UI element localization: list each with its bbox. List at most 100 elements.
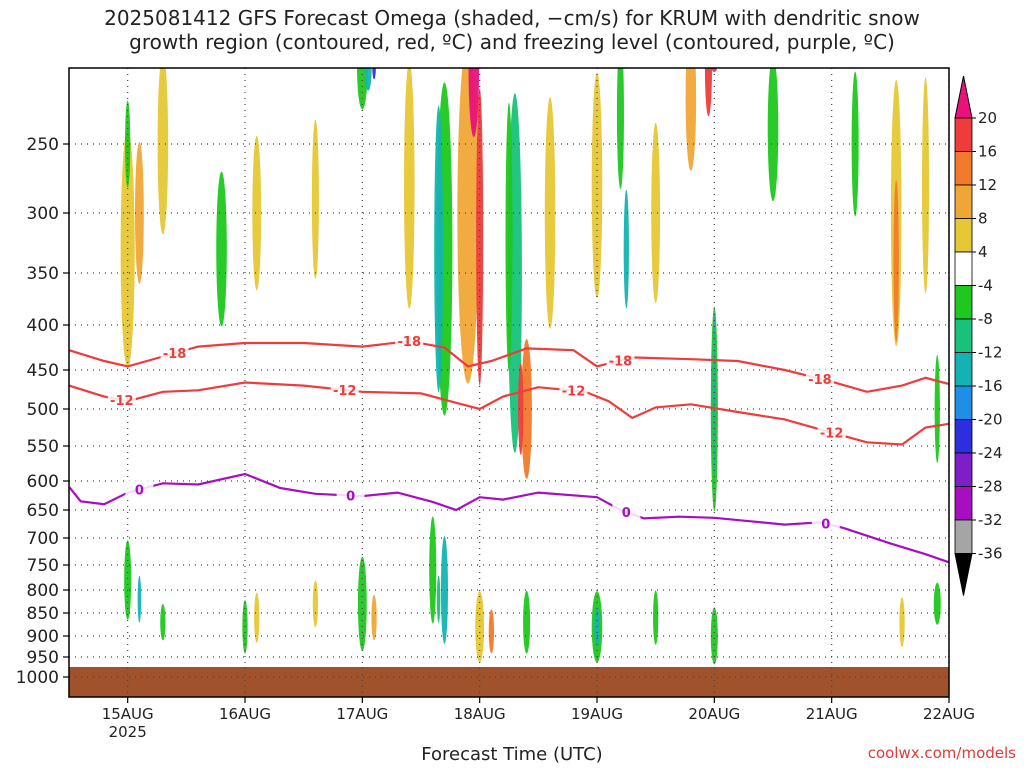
x-tick-label: 15AUG [102,705,154,723]
colorbar-label: -32 [978,511,1003,529]
colorbar-swatch [954,452,973,487]
contour-label-bg [107,391,136,408]
omega-shade [922,77,930,294]
x-tick-sublabel: 2025 [109,723,147,741]
colorbar-swatch [954,486,973,521]
omega-shade [440,536,448,644]
omega-shade [429,516,437,624]
colorbar-bottom-arrow [954,553,973,596]
contour-label-bg [330,380,359,397]
omega-shade [591,72,603,299]
y-tick-label: 550 [27,437,59,457]
y-tick-label: 700 [27,529,59,549]
colorbar-label: 20 [978,109,997,127]
y-tick-label: 250 [27,135,59,155]
colorbar-label: -8 [978,310,993,328]
x-tick-label: 22AUG [923,705,975,723]
omega-shade [160,604,166,641]
y-tick-label: 450 [27,361,59,381]
colorbar-swatch [954,318,973,353]
contour-label: 0 [821,518,830,533]
contour-label-bg [817,423,846,440]
x-tick-label: 21AUG [806,705,858,723]
omega-shade [521,339,532,479]
contour-label: -18 [808,373,832,388]
omega-shade [124,540,132,620]
colorbar-label: -24 [978,444,1003,462]
omega-shade [137,575,142,623]
omega-shade [357,68,368,110]
y-tick-label: 600 [27,472,59,492]
omega-shade [372,68,376,80]
omega-shade [685,68,697,171]
y-tick-label: 900 [27,627,59,647]
omega-shade [710,607,718,665]
omega-shade [933,582,941,625]
contour-label: -12 [333,384,357,399]
contour-label-bg [336,486,365,503]
contour-label: 0 [135,484,144,499]
contour-line [69,340,949,393]
colorbar-swatch [954,251,973,286]
omega-shade [651,122,661,304]
x-tick-label: 19AUG [571,705,623,723]
credit-text: coolwx.com/models [867,744,1016,762]
contour-label: -18 [609,354,633,369]
title-line-2: growth region (contoured, red, ºC) and f… [129,30,895,54]
omega-shade [436,575,441,623]
omega-shade [125,100,131,188]
contour-label-bg [559,381,588,398]
omega-shade [135,142,144,284]
colorbar-label: -36 [978,545,1003,563]
contour-label-bg [160,344,189,361]
colorbar-label: 16 [978,143,997,161]
y-axis: 250 300 350 400 450 500 550 600 650 700 750 800 850 9… [16,135,69,688]
omega-shade [544,97,556,329]
omega-shade [216,171,227,327]
omega-shade [312,580,319,628]
y-tick-label: 750 [27,556,59,576]
omega-shade [518,363,524,455]
colorbar-label: 4 [978,243,988,261]
colorbar-label: -4 [978,277,993,295]
x-tick-label: 16AUG [219,705,271,723]
temperature-contours: -18 -18 -18 -18 -12 -12 -12 -12 0 0 0 0 [69,332,949,564]
omega-shading [120,68,941,665]
chart-title: 2025081412 GFS Forecast Omega (shaded, −… [0,6,1024,54]
colorbar-label: -20 [978,411,1003,429]
x-axis-label: Forecast Time (UTC) [421,744,603,765]
contour-label: -18 [163,347,187,362]
omega-shade [457,68,479,384]
omega-shade [357,556,367,651]
colorbar-label: -28 [978,478,1003,496]
omega-shade [767,68,779,202]
y-tick-label: 300 [27,204,59,224]
omega-shade [653,590,659,645]
x-tick-label: 17AUG [336,705,388,723]
omega-shade [704,68,712,117]
colorbar-swatch [954,352,973,387]
omega-shade [899,597,905,647]
colorbar: 20 16 12 8 4 -4 -8 -12 -16 -20 -24 -28 -32 -36 [954,75,1003,596]
contour-label: 0 [346,490,355,505]
colorbar-swatch [954,151,973,186]
omega-shade [157,68,169,235]
colorbar-label: 8 [978,210,988,228]
contour-label-bg [811,514,840,531]
omega-shade [523,590,531,654]
omega-shade [252,135,262,291]
omega-shade [468,68,480,138]
y-tick-label: 650 [27,501,59,521]
contour-label-bg [395,332,424,349]
plot-frame [68,67,950,698]
contour-label: -12 [562,385,586,400]
omega-shade [403,68,415,309]
colorbar-swatch [954,385,973,420]
colorbar-swatch [954,519,973,554]
omega-shade [488,609,495,654]
omega-shade [505,102,513,372]
y-tick-label: 800 [27,581,59,601]
colorbar-swatch [954,419,973,454]
colorbar-swatch [954,218,973,253]
